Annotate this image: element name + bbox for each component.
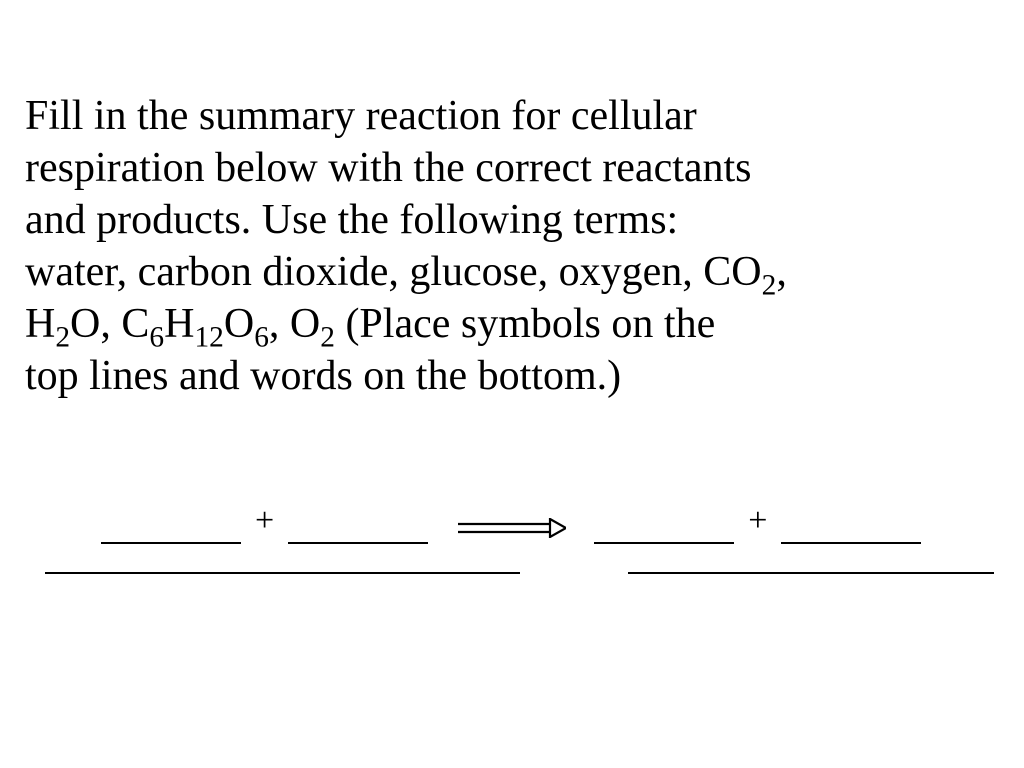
o-c: O, C	[70, 301, 149, 347]
h2: H	[164, 301, 194, 347]
h12-sub: 12	[194, 322, 223, 354]
line1: Fill in the summary reaction for cellula…	[25, 93, 697, 139]
o2: O	[224, 301, 254, 347]
reaction-arrow-icon	[456, 518, 566, 538]
tail: (Place symbols on the	[335, 301, 715, 347]
instruction-text: Fill in the summary reaction for cellula…	[25, 90, 994, 402]
product-symbol-blank-2[interactable]	[781, 514, 921, 544]
line3: and products. Use the following terms:	[25, 197, 678, 243]
reactant-symbol-blank-2[interactable]	[288, 514, 428, 544]
equation-top-row: + +	[95, 502, 994, 544]
o6-sub: 6	[254, 322, 269, 354]
bottom-gap	[520, 550, 629, 574]
product-symbol-blank-1[interactable]	[594, 514, 734, 544]
equation-bottom-row	[95, 550, 994, 574]
reactant-word-blank[interactable]	[45, 550, 520, 574]
comma-o: , O	[269, 301, 320, 347]
product-word-blank[interactable]	[628, 550, 994, 574]
line4a: water, carbon dioxide, glucose, oxygen, …	[25, 249, 762, 295]
plus-sign-2: +	[748, 502, 767, 540]
equation-area: + +	[25, 502, 994, 574]
reactant-symbol-blank-1[interactable]	[101, 514, 241, 544]
line2: respiration below with the correct react…	[25, 145, 752, 191]
o2-sub: 2	[320, 322, 335, 354]
line4b: ,	[776, 249, 787, 295]
plus-sign-1: +	[255, 502, 274, 540]
h: H	[25, 301, 55, 347]
co2-sub: 2	[762, 270, 777, 302]
c6-sub: 6	[149, 322, 164, 354]
slide-content: Fill in the summary reaction for cellula…	[0, 0, 1024, 574]
line6: top lines and words on the bottom.)	[25, 353, 621, 399]
h2o-sub: 2	[55, 322, 70, 354]
